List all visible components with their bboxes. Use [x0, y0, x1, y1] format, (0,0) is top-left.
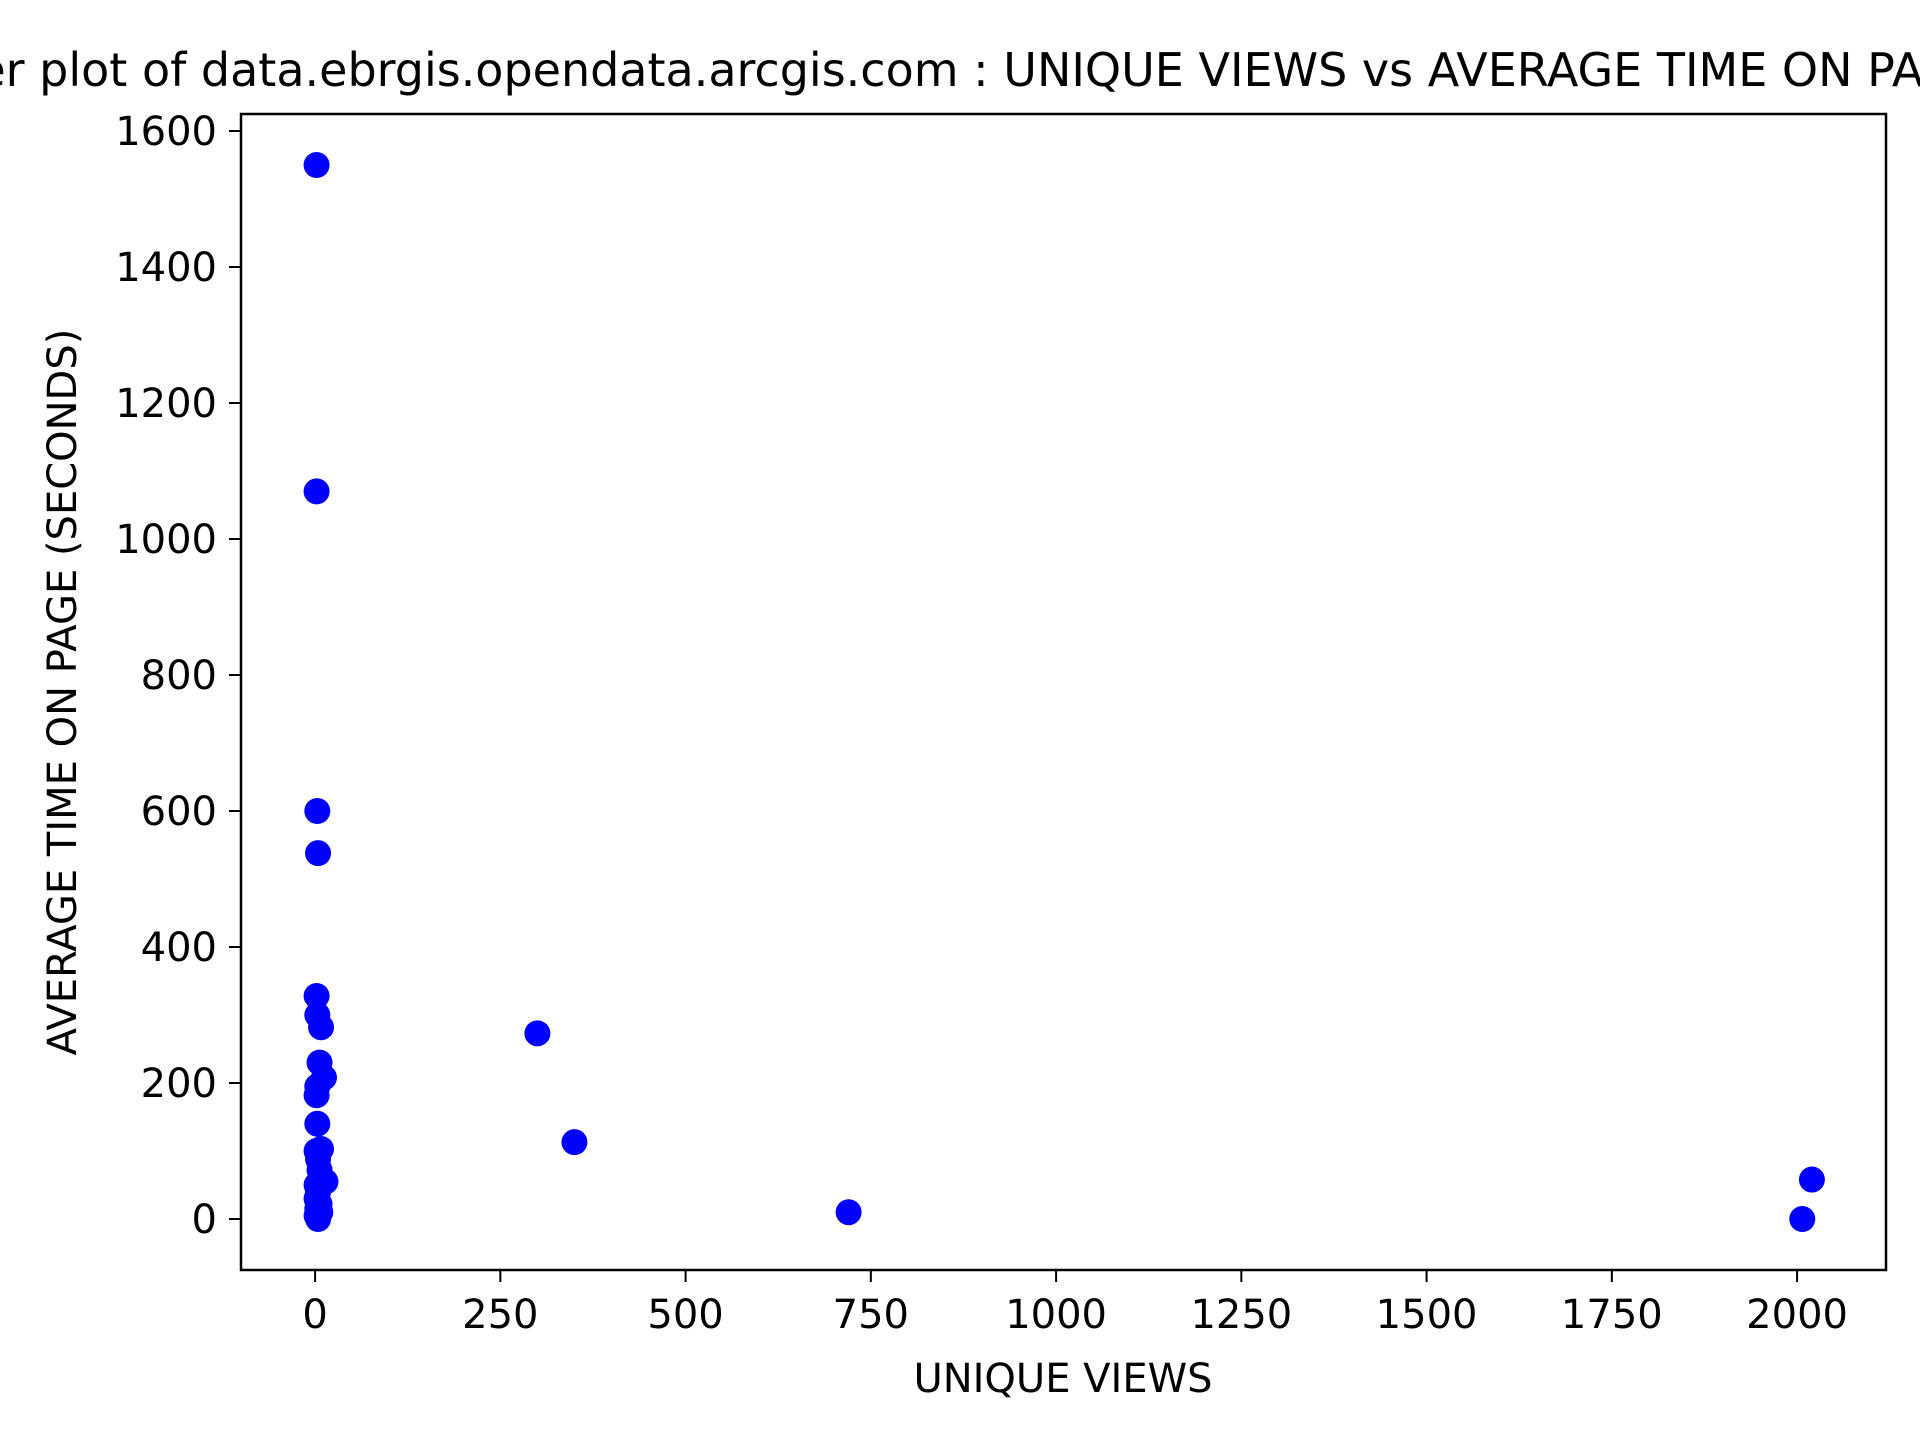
y-tick-label: 600 — [141, 789, 217, 835]
data-point — [561, 1129, 588, 1156]
y-tick-label: 0 — [192, 1197, 217, 1243]
x-tick-label: 750 — [833, 1292, 909, 1338]
data-point — [308, 1014, 335, 1041]
x-tick-label: 1500 — [1376, 1292, 1478, 1338]
plot-area-frame — [239, 112, 1888, 1272]
x-tick-label: 250 — [462, 1292, 538, 1338]
data-point — [835, 1199, 862, 1226]
y-axis: 0 200 400 600 800 1000 1200 1400 1600 — [115, 109, 241, 1243]
data-point — [304, 798, 331, 824]
x-axis-label: UNIQUE VIEWS — [913, 1356, 1212, 1402]
data-point — [303, 478, 330, 505]
x-tick-label: 1000 — [1005, 1292, 1107, 1338]
y-tick-label: 1400 — [115, 245, 217, 291]
data-point — [304, 1110, 331, 1137]
chart-title: Scatter plot of data.ebrgis.opendata.arc… — [0, 43, 1920, 97]
data-point — [1789, 1206, 1816, 1232]
x-tick-label: 500 — [647, 1292, 723, 1338]
y-tick-label: 800 — [141, 653, 217, 699]
x-tick-label: 1750 — [1561, 1292, 1663, 1338]
data-point — [524, 1020, 551, 1047]
x-tick-label: 0 — [302, 1292, 327, 1338]
data-points — [303, 152, 1825, 1232]
data-point — [303, 1082, 330, 1109]
x-tick-label: 2000 — [1746, 1292, 1848, 1338]
data-point — [303, 152, 330, 178]
x-axis: 0 250 500 750 1000 1250 1500 1750 2000 — [302, 1270, 1848, 1338]
y-tick-label: 1600 — [115, 109, 217, 155]
y-axis-label: AVERAGE TIME ON PAGE (SECONDS) — [40, 329, 86, 1056]
data-point — [1798, 1166, 1825, 1193]
y-tick-label: 1000 — [115, 517, 217, 563]
y-tick-label: 1200 — [115, 381, 217, 427]
data-point — [303, 982, 330, 1009]
y-tick-label: 400 — [141, 925, 217, 971]
x-tick-label: 1250 — [1190, 1292, 1292, 1338]
y-tick-label: 200 — [141, 1061, 217, 1107]
data-point — [305, 840, 332, 867]
data-point — [305, 1206, 332, 1232]
